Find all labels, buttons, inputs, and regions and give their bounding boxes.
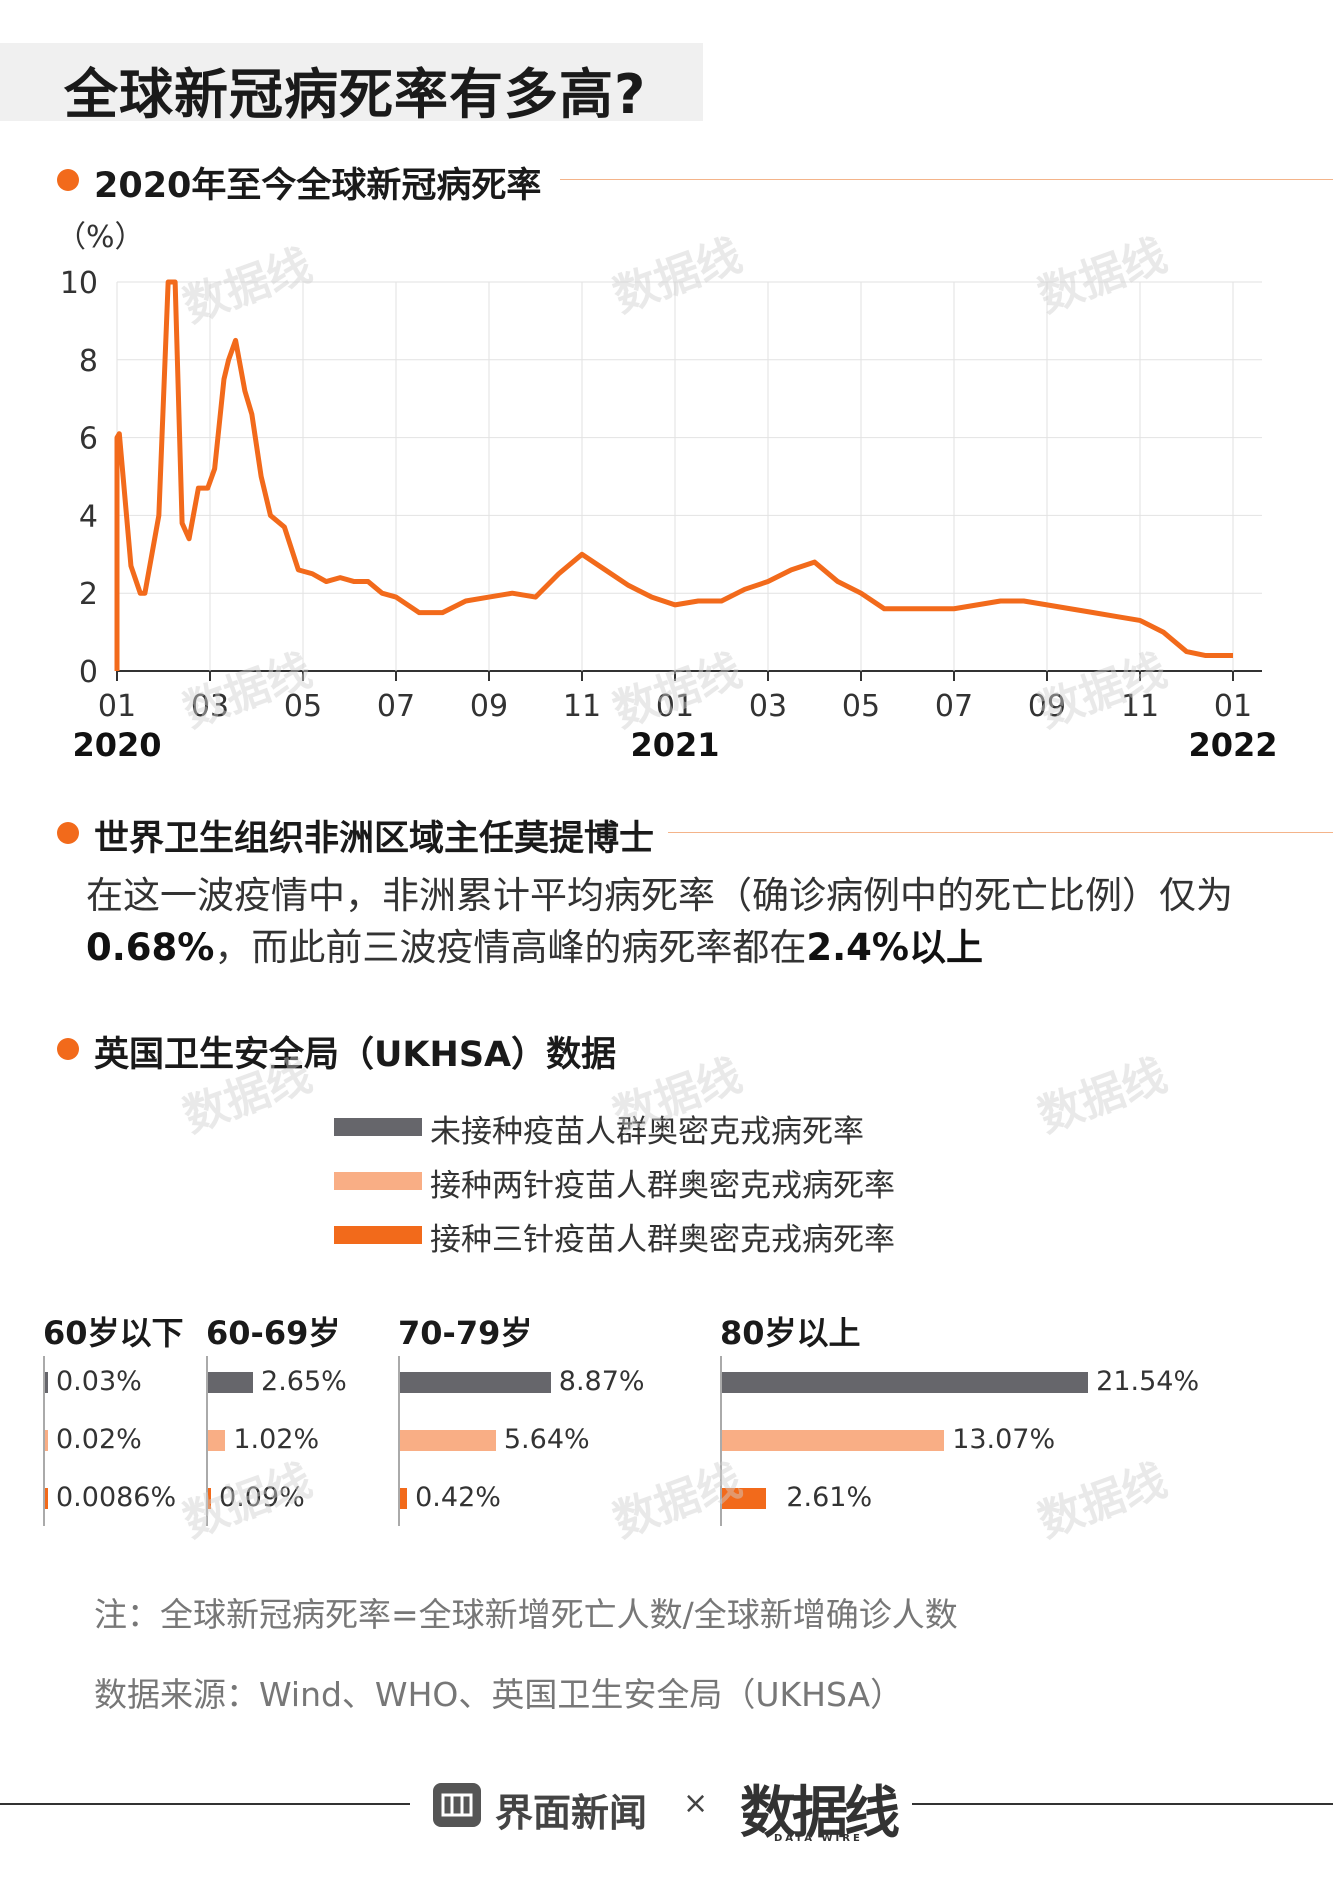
section-header-who: 世界卫生组织非洲区域主任莫提博士 xyxy=(0,802,1333,862)
x-year-label: 2022 xyxy=(1188,726,1277,764)
y-tick-label: 6 xyxy=(79,422,98,457)
y-tick-label: 4 xyxy=(79,499,98,534)
section-header-line-chart: 2020年至今全球新冠病死率 xyxy=(0,149,1333,209)
bar-value-label: 2.65% xyxy=(261,1366,347,1397)
watermark-logo: 数据线 xyxy=(1031,1454,1174,1548)
x-tick-label: 03 xyxy=(749,689,787,724)
x-tick-label: 11 xyxy=(563,689,601,724)
x-tick-label: 09 xyxy=(470,689,508,724)
bar xyxy=(208,1488,211,1509)
x-tick-label: 07 xyxy=(377,689,415,724)
bar-value-label: 0.02% xyxy=(56,1424,142,1455)
y-axis-label: （%） xyxy=(56,220,145,255)
y-tick-label: 0 xyxy=(79,655,98,690)
bar-axis xyxy=(398,1356,400,1526)
bar-value-label: 0.0086% xyxy=(56,1482,177,1513)
who-stat-africa: 0.68% xyxy=(86,926,215,969)
y-tick-label: 10 xyxy=(60,266,98,301)
bar-axis xyxy=(206,1356,208,1526)
x-year-label: 2021 xyxy=(630,726,719,764)
bar xyxy=(722,1372,1089,1393)
bar xyxy=(400,1430,496,1451)
who-stat-peaks: 2.4%以上 xyxy=(806,926,983,969)
bar xyxy=(45,1488,48,1509)
page-title: 全球新冠病死率有多高? xyxy=(64,63,647,126)
bar xyxy=(400,1488,408,1509)
x-tick-label: 05 xyxy=(284,689,322,724)
age-group-label: 60岁以下 xyxy=(43,1314,184,1352)
bar-value-label: 0.03% xyxy=(56,1366,142,1397)
legend-swatch xyxy=(334,1118,422,1136)
footer-times: × xyxy=(683,1786,709,1821)
line-chart: 0 2 4 6 8 10 01 03 05 07 09 11 01 03 05 07 09 11 01 2020 2… xyxy=(56,220,1278,764)
bar-axis xyxy=(720,1356,722,1526)
bar-value-label: 5.64% xyxy=(503,1424,590,1455)
age-group-label: 70-79岁 xyxy=(398,1314,533,1352)
bar-value-label: 1.02% xyxy=(233,1424,320,1455)
footer-partner-sub: DATA WIRE xyxy=(774,1833,863,1844)
legend-swatch xyxy=(334,1226,422,1244)
section-title: 英国卫生安全局（UKHSA）数据 xyxy=(94,1035,617,1075)
legend-swatch xyxy=(334,1172,422,1190)
bar-value-label: 21.54% xyxy=(1096,1366,1200,1397)
footer-brand: 界面新闻 xyxy=(495,1791,648,1835)
section-divider xyxy=(668,832,1333,833)
footer-divider-right xyxy=(912,1803,1333,1805)
bar-value-label: 2.61% xyxy=(786,1482,873,1513)
section-title: 世界卫生组织非洲区域主任莫提博士 xyxy=(94,819,655,859)
x-tick-label: 01 xyxy=(98,689,136,724)
bullet-dot-icon xyxy=(57,822,79,844)
bar xyxy=(45,1372,48,1393)
bullet-dot-icon xyxy=(57,1038,79,1060)
x-year-label: 2020 xyxy=(72,726,161,764)
bar-value-label: 0.09% xyxy=(219,1482,305,1513)
section-header-ukhsa: 英国卫生安全局（UKHSA）数据 xyxy=(0,1018,1333,1078)
bar xyxy=(400,1372,551,1393)
age-group-label: 60-69岁 xyxy=(206,1314,341,1352)
section-divider xyxy=(560,179,1333,180)
bullet-dot-icon xyxy=(57,169,79,191)
bar xyxy=(45,1430,48,1451)
bar-axis xyxy=(43,1356,45,1526)
section-title: 2020年至今全球新冠病死率 xyxy=(94,166,542,206)
bar-value-label: 13.07% xyxy=(952,1424,1056,1455)
legend-label: 接种三针疫苗人群奥密克戎病死率 xyxy=(430,1222,895,1258)
footer-partner-logo: 数据线 xyxy=(740,1781,900,1846)
legend-label: 接种两针疫苗人群奥密克戎病死率 xyxy=(430,1168,895,1204)
bar xyxy=(722,1430,945,1451)
x-tick-label: 01 xyxy=(1214,689,1252,724)
x-tick-label: 01 xyxy=(656,689,694,724)
bar xyxy=(722,1488,767,1509)
x-tick-label: 09 xyxy=(1028,689,1066,724)
y-tick-label: 8 xyxy=(79,344,98,379)
x-tick-label: 07 xyxy=(935,689,973,724)
y-tick-label: 2 xyxy=(79,577,98,612)
x-tick-label: 03 xyxy=(191,689,229,724)
bar xyxy=(208,1430,226,1451)
note-formula: 注：全球新冠病死率=全球新增死亡人数/全球新增确诊人数 xyxy=(94,1595,958,1634)
bar xyxy=(208,1372,254,1393)
age-group-label: 80岁以上 xyxy=(720,1314,861,1352)
x-tick-label: 05 xyxy=(842,689,880,724)
legend-label: 未接种疫苗人群奥密克戎病死率 xyxy=(430,1114,864,1150)
bar-value-label: 0.42% xyxy=(415,1482,501,1513)
jiemian-logo-icon xyxy=(433,1783,481,1827)
note-source: 数据来源：Wind、WHO、英国卫生安全局（UKHSA） xyxy=(94,1675,904,1714)
who-statement-line-1: 在这一波疫情中，非洲累计平均病死率（确诊病例中的死亡比例）仅为 xyxy=(86,874,1233,917)
footer-divider-left xyxy=(0,1803,410,1805)
who-stat-text: ，而此前三波疫情高峰的病死率都在 xyxy=(214,926,807,969)
x-tick-label: 11 xyxy=(1121,689,1159,724)
series-line xyxy=(114,279,1233,671)
who-statement-line-2: 0.68%，而此前三波疫情高峰的病死率都在2.4%以上 xyxy=(86,922,983,974)
title-band xyxy=(0,43,703,121)
bar-value-label: 8.87% xyxy=(558,1366,645,1397)
